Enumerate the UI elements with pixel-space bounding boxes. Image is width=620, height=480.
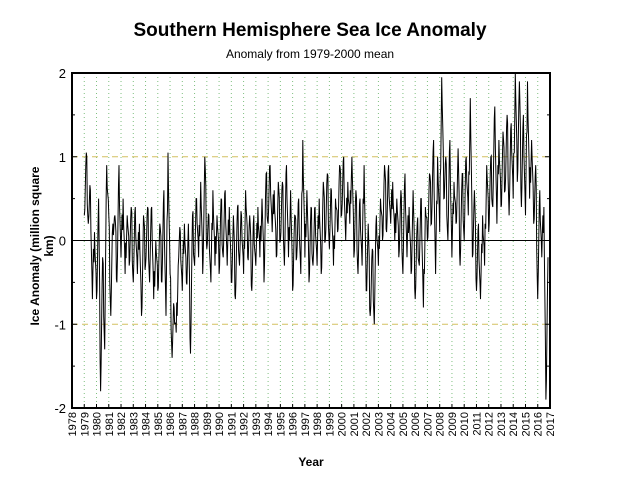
x-tick-label: 2016 xyxy=(533,412,545,436)
x-tick-label: 2001 xyxy=(349,412,361,436)
x-tick-label: 2005 xyxy=(398,412,410,436)
x-tick-label: 1985 xyxy=(153,412,165,436)
anomaly-series-line xyxy=(83,72,549,400)
x-tick-label: 1995 xyxy=(275,412,287,436)
x-tick-label: 1981 xyxy=(104,412,116,436)
x-tick-label: 1996 xyxy=(288,412,300,436)
x-tick-label: 2011 xyxy=(471,412,483,436)
x-tick-label: 1993 xyxy=(251,412,263,436)
x-tick-label: 1986 xyxy=(165,412,177,436)
x-tick-label: 2003 xyxy=(373,412,385,436)
x-tick-label: 2002 xyxy=(361,412,373,436)
x-tick-label: 1980 xyxy=(92,412,104,436)
plot-frame xyxy=(71,72,551,409)
x-tick-label: 1982 xyxy=(116,412,128,436)
y-tick-label: 0 xyxy=(59,234,66,249)
x-tick-label: 1998 xyxy=(312,412,324,436)
x-tick-label: 1988 xyxy=(190,412,202,436)
x-tick-label: 2000 xyxy=(337,412,349,436)
x-tick-label: 2008 xyxy=(435,412,447,436)
x-tick-label: 2017 xyxy=(545,412,557,436)
x-axis-label: Year xyxy=(298,455,324,469)
x-tick-label: 2010 xyxy=(459,412,471,436)
y-tick-label: 2 xyxy=(59,66,66,81)
x-tick-label: 2006 xyxy=(410,412,422,436)
x-tick-label: 1978 xyxy=(67,412,79,436)
x-tick-label: 2012 xyxy=(484,412,496,436)
x-tick-label: 1987 xyxy=(177,412,189,436)
x-tick-label: 1984 xyxy=(141,412,153,436)
x-tick-label: 1990 xyxy=(214,412,226,436)
x-tick-label: 2004 xyxy=(386,412,398,436)
x-tick-label: 1991 xyxy=(226,412,238,436)
x-tick-label: 1983 xyxy=(128,412,140,436)
x-tick-label: 2013 xyxy=(496,412,508,436)
chart-title: Southern Hemisphere Sea Ice Anomaly xyxy=(133,20,487,41)
x-tick-label: 2015 xyxy=(520,412,532,436)
x-tick-label: 2007 xyxy=(422,412,434,436)
x-tick-label: 1992 xyxy=(239,412,251,436)
y-tick-label: -1 xyxy=(54,317,66,332)
x-tick-label: 1979 xyxy=(79,412,91,436)
x-tick-label: 1997 xyxy=(300,412,312,436)
y-tick-label: 1 xyxy=(59,150,66,165)
x-tick-label: 1999 xyxy=(324,412,336,436)
x-tick-label: 2009 xyxy=(447,412,459,436)
x-tick-label: 1989 xyxy=(202,412,214,436)
x-tick-label: 1994 xyxy=(263,412,275,436)
y-tick-label: -2 xyxy=(54,401,66,416)
x-tick-label: 2014 xyxy=(508,412,520,436)
chart-subtitle: Anomaly from 1979-2000 mean xyxy=(225,47,395,61)
